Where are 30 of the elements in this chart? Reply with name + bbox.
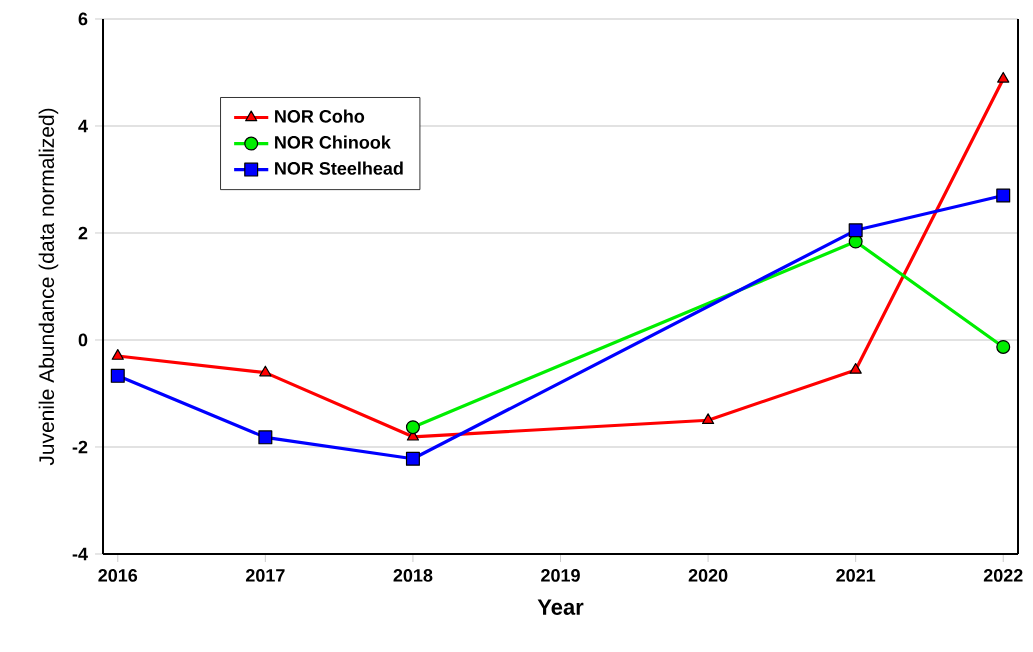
x-axis-title: Year (537, 599, 584, 615)
legend-label: NOR Coho (275, 109, 365, 123)
y-tick-label: -2 (72, 440, 88, 454)
x-tick-label: 2017 (245, 569, 285, 582)
y-axis-title: Juvenile Abundance (data normalized) (38, 108, 59, 466)
x-tick-label: 2022 (983, 569, 1023, 582)
legend-label: NOR Chinook (275, 135, 391, 149)
point (848, 223, 863, 238)
y-tick-label: -4 (72, 547, 88, 561)
point (111, 349, 124, 360)
x-tick-label: 2020 (688, 569, 728, 582)
point (997, 71, 1010, 83)
point (259, 365, 272, 377)
x-tick-label: 2021 (836, 569, 876, 582)
x-tick-label: 2016 (98, 569, 138, 582)
point (405, 451, 420, 466)
point (258, 430, 273, 445)
point (405, 420, 420, 435)
y-tick-label: 4 (78, 119, 88, 133)
x-tick-label: 2018 (393, 569, 433, 582)
x-tick-label: 2019 (541, 569, 580, 582)
point (110, 368, 125, 383)
point (996, 188, 1011, 203)
y-tick-label: 0 (78, 333, 88, 347)
legend-label: NOR Steelhead (275, 161, 403, 175)
y-tick-label: 2 (78, 226, 88, 240)
point (996, 339, 1011, 354)
point (701, 413, 715, 425)
y-tick-label: 6 (78, 12, 88, 26)
point (849, 362, 862, 374)
